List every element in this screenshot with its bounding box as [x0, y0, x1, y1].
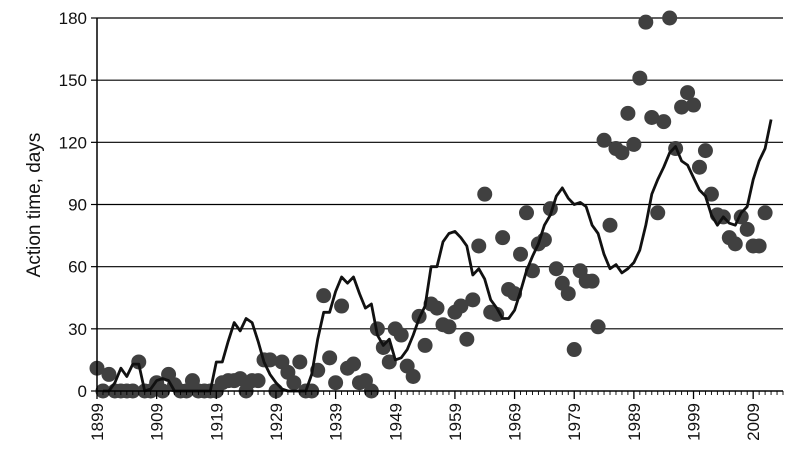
scatter-point [322, 350, 338, 366]
scatter-point [489, 306, 505, 322]
y-tick-label: 120 [59, 133, 87, 152]
x-tick-label: 1999 [685, 403, 704, 441]
scatter-point [471, 238, 487, 254]
x-tick-label: 1929 [267, 403, 286, 441]
x-tick-label: 1909 [148, 403, 167, 441]
scatter-point [674, 99, 690, 115]
moving-average-line [103, 119, 773, 393]
scatter-point [650, 205, 666, 221]
line-series [103, 119, 773, 393]
scatter-point [393, 327, 409, 343]
scatter-point [584, 273, 600, 289]
gridlines [97, 17, 783, 330]
y-axis-title: Action time, days [24, 133, 45, 278]
scatter-point [632, 70, 648, 86]
scatter-point [691, 159, 707, 175]
scatter-point [292, 354, 308, 370]
scatter-point [662, 10, 678, 26]
x-tick-label: 1989 [625, 403, 644, 441]
scatter-point [680, 85, 696, 101]
scatter-point [656, 114, 672, 130]
scatter-point [232, 371, 248, 387]
scatter-point [453, 298, 469, 314]
scatter-point [381, 354, 397, 370]
x-tick-label: 1919 [207, 403, 226, 441]
scatter-point [417, 337, 433, 353]
x-tick-label: 1899 [88, 403, 107, 441]
x-tick-label: 1979 [565, 403, 584, 441]
scatter-point [560, 286, 576, 302]
y-tick-label: 150 [59, 71, 87, 90]
y-tick-label: 60 [68, 258, 87, 277]
y-tick-label: 90 [68, 196, 87, 215]
scatter-point [286, 375, 302, 391]
scatter-point [686, 97, 702, 113]
scatter-point [751, 238, 767, 254]
scatter-point [644, 109, 660, 125]
scatter-point [596, 132, 612, 148]
scatter-point [620, 105, 636, 121]
scatter-point [697, 143, 713, 159]
scatter-point [131, 354, 147, 370]
scatter-point [590, 319, 606, 335]
scatter-point [459, 331, 475, 347]
scatter-point [334, 298, 350, 314]
x-tick-labels: 1899 1909 1919 1929 1939 1949 1959 1969 1979 1989… [88, 403, 763, 441]
x-tick-label: 2009 [744, 403, 763, 441]
axes [91, 17, 784, 399]
y-tick-labels: 0 30 60 90 120 150 180 [59, 9, 87, 401]
x-tick-label: 1969 [506, 403, 525, 441]
scatter-point [429, 300, 445, 316]
scatter-point [250, 373, 266, 389]
scatter-point [757, 205, 773, 221]
scatter-point [638, 14, 654, 30]
x-tick-label: 1949 [386, 403, 405, 441]
scatter-point [477, 186, 493, 202]
scatter-point [495, 230, 511, 246]
scatter-point [739, 221, 755, 237]
scatter-point [566, 342, 582, 358]
x-tick-label: 1959 [446, 403, 465, 441]
scatter-point [465, 292, 481, 308]
y-tick-label: 180 [59, 9, 87, 28]
scatter-point [703, 186, 719, 202]
y-tick-label: 0 [78, 382, 87, 401]
scatter-point [548, 261, 564, 277]
y-tick-label: 30 [68, 320, 87, 339]
scatter-point [346, 356, 362, 372]
scatter-point [727, 236, 743, 252]
scatter-point [518, 205, 534, 221]
scatter-point [405, 368, 421, 384]
scatter-point [316, 288, 332, 304]
scatter-point [626, 136, 642, 152]
scatter-point [513, 246, 529, 262]
x-tick-label: 1939 [327, 403, 346, 441]
scatter-point [441, 319, 457, 335]
scatter-point [602, 217, 618, 233]
scatter-point [101, 366, 117, 382]
scatter-point [614, 145, 630, 161]
scatter-point [328, 375, 344, 391]
scatter-point [375, 339, 391, 355]
